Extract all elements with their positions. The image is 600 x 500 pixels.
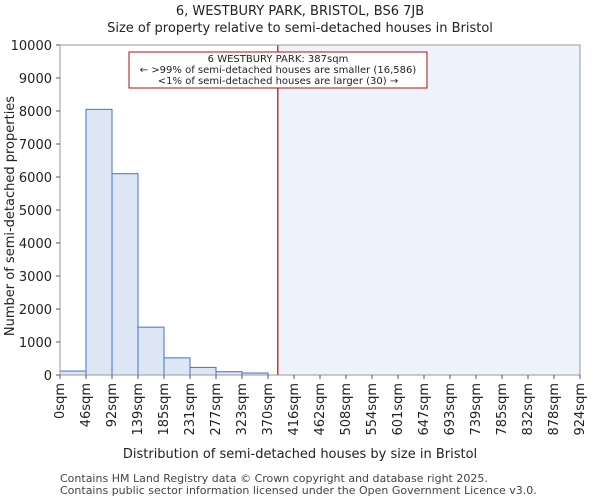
x-tick-label: 924sqm xyxy=(573,383,588,436)
x-tick-label: 878sqm xyxy=(547,383,562,436)
bar-92sqm xyxy=(111,173,139,376)
x-tick-label: 139sqm xyxy=(131,383,146,436)
y-tick-label: 5000 xyxy=(19,204,52,219)
x-tick-label: 231sqm xyxy=(183,383,198,436)
larger-region-shade xyxy=(277,45,580,375)
y-tick-label: 1000 xyxy=(19,336,52,351)
y-tick-label: 10000 xyxy=(11,39,52,54)
bar-231sqm xyxy=(189,366,217,376)
x-tick-label: 601sqm xyxy=(391,383,406,436)
annotation-line-3: <1% of semi-detached houses are larger (… xyxy=(158,76,398,87)
x-tick-label: 462sqm xyxy=(313,383,328,436)
y-tick-label: 6000 xyxy=(19,171,52,186)
x-tick-label: 554sqm xyxy=(365,383,380,436)
bars xyxy=(59,108,269,376)
chart-subtitle: Size of property relative to semi-detach… xyxy=(107,21,493,36)
y-tick-label: 8000 xyxy=(19,105,52,120)
bar-0sqm xyxy=(59,370,87,376)
y-tick-label: 2000 xyxy=(19,303,52,318)
x-tick-label: 0sqm xyxy=(53,383,68,419)
annotation-box xyxy=(128,51,428,89)
annotation: 6 WESTBURY PARK: 387sqm ← >99% of semi-d… xyxy=(128,51,428,89)
x-tick-label: 46sqm xyxy=(79,383,94,427)
x-ticks: 0sqm 46sqm 92sqm 139sqm 185sqm 231sqm 277sqm 32… xyxy=(53,375,588,436)
footer-line-2: Contains public sector information licen… xyxy=(60,484,537,497)
bar-185sqm xyxy=(163,357,191,376)
footer-line-1: Contains HM Land Registry data © Crown c… xyxy=(60,472,488,485)
y-axis-label: Number of semi-detached properties xyxy=(3,96,18,336)
bar-139sqm xyxy=(137,326,165,376)
y-tick-label: 0 xyxy=(44,369,52,384)
x-tick-label: 323sqm xyxy=(235,383,250,436)
annotation-line-1: 6 WESTBURY PARK: 387sqm xyxy=(208,54,349,65)
x-tick-label: 277sqm xyxy=(209,383,224,436)
plot-area xyxy=(60,45,580,375)
x-tick-label: 416sqm xyxy=(287,383,302,436)
x-tick-label: 693sqm xyxy=(443,383,458,436)
x-tick-label: 785sqm xyxy=(495,383,510,436)
x-tick-label: 508sqm xyxy=(339,383,354,436)
y-tick-label: 7000 xyxy=(19,138,52,153)
x-tick-label: 739sqm xyxy=(469,383,484,436)
bar-46sqm xyxy=(85,108,113,376)
x-tick-label: 647sqm xyxy=(417,383,432,436)
y-tick-label: 4000 xyxy=(19,237,52,252)
x-axis-label: Distribution of semi-detached houses by … xyxy=(123,447,477,462)
y-ticks: 0 1000 2000 3000 4000 5000 6000 7000 8000 9000 100… xyxy=(11,39,60,384)
x-tick-label: 370sqm xyxy=(261,383,276,436)
x-tick-label: 185sqm xyxy=(157,383,172,436)
chart-title: 6, WESTBURY PARK, BRISTOL, BS6 7JB xyxy=(176,4,424,19)
y-tick-label: 9000 xyxy=(19,72,52,87)
annotation-line-2: ← >99% of semi-detached houses are small… xyxy=(140,65,417,76)
x-tick-label: 832sqm xyxy=(521,383,536,436)
y-tick-label: 3000 xyxy=(19,270,52,285)
x-tick-label: 92sqm xyxy=(105,383,120,427)
